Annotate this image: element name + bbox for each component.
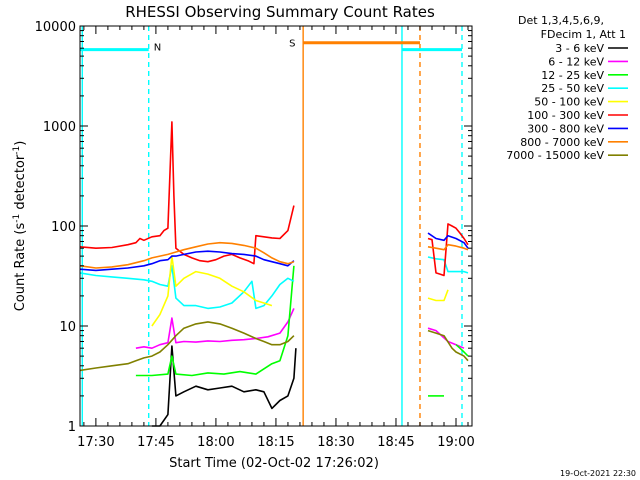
series-line-3-1 [427, 256, 469, 274]
series-line-4-0 [151, 255, 273, 327]
x-axis-label: Start Time (02-Oct-02 17:26:02) [169, 456, 379, 471]
x-tick-label-0: 17:30 [77, 435, 114, 450]
y-tick-label-3: 1000 [43, 120, 76, 135]
x-tick-label-1: 17:45 [137, 435, 174, 450]
x-axis: 17:30 17:45 18:00 18:15 18:30 18:45 19:00 [77, 26, 475, 450]
legend-label-8: 7000 - 15000 keV [506, 149, 604, 162]
saa-bar-label: S [289, 39, 295, 50]
legend-label-0: 3 - 6 keV [555, 42, 604, 55]
generation-timestamp: 19-Oct-2021 22:30 [560, 469, 636, 478]
legend-label-5: 100 - 300 keV [527, 109, 604, 122]
y-tick-label-0: 1 [68, 420, 76, 435]
legend-label-3: 25 - 50 keV [541, 82, 604, 95]
legend-label-7: 800 - 7000 keV [520, 136, 604, 149]
y-axis: 1 10 100 1000 10000 [35, 20, 472, 435]
series-line-5-0 [79, 121, 295, 265]
y-axis-label-base: Count Rate (s [13, 223, 28, 312]
series-line-2-2 [455, 344, 469, 357]
y-axis-label-sup1: -1 [12, 214, 22, 223]
x-tick-label-4: 18:30 [317, 435, 354, 450]
x-tick-label-6: 19:00 [437, 435, 474, 450]
series-line-6-1 [427, 232, 469, 249]
series-line-8-0 [79, 321, 295, 372]
y-axis-label: Count Rate (s-1 detector-1) [12, 141, 28, 312]
legend-label-1: 6 - 12 keV [548, 55, 604, 68]
y-tick-label-4: 10000 [35, 20, 76, 35]
y-tick-label-2: 100 [51, 220, 76, 235]
y-tick-label-1: 10 [59, 320, 76, 335]
y-axis-label-mid: detector [13, 154, 28, 214]
series-line-8-1 [427, 329, 469, 362]
x-tick-label-5: 18:45 [377, 435, 414, 450]
x-tick-label-2: 18:00 [197, 435, 234, 450]
series-line-3-0 [79, 264, 295, 310]
legend-header-line-1: Det 1,3,4,5,6,9, [518, 14, 604, 27]
series-line-6-0 [79, 250, 295, 272]
chart-title: RHESSI Observing Summary Count Rates [125, 3, 435, 21]
series-line-7-0 [79, 241, 295, 269]
x-tick-label-3: 18:15 [257, 435, 294, 450]
legend-header-line-2: FDecim 1, Att 1 [541, 28, 626, 41]
series-line-4-1 [427, 289, 449, 302]
y-axis-label-sup2: -1 [12, 146, 22, 155]
series-line-7-1 [427, 243, 469, 251]
night-bar-label-0: N [154, 43, 161, 54]
legend: Det 1,3,4,5,6,9, FDecim 1, Att 1 3 - 6 k… [506, 14, 628, 162]
series-line-1-0 [135, 308, 295, 350]
series-line-2-0 [135, 265, 295, 377]
series-line-5-1 [427, 223, 469, 277]
legend-label-2: 12 - 25 keV [541, 69, 604, 82]
y-axis-label-tail: ) [13, 141, 28, 146]
legend-label-6: 300 - 800 keV [527, 122, 604, 135]
legend-label-4: 50 - 100 keV [534, 96, 604, 109]
